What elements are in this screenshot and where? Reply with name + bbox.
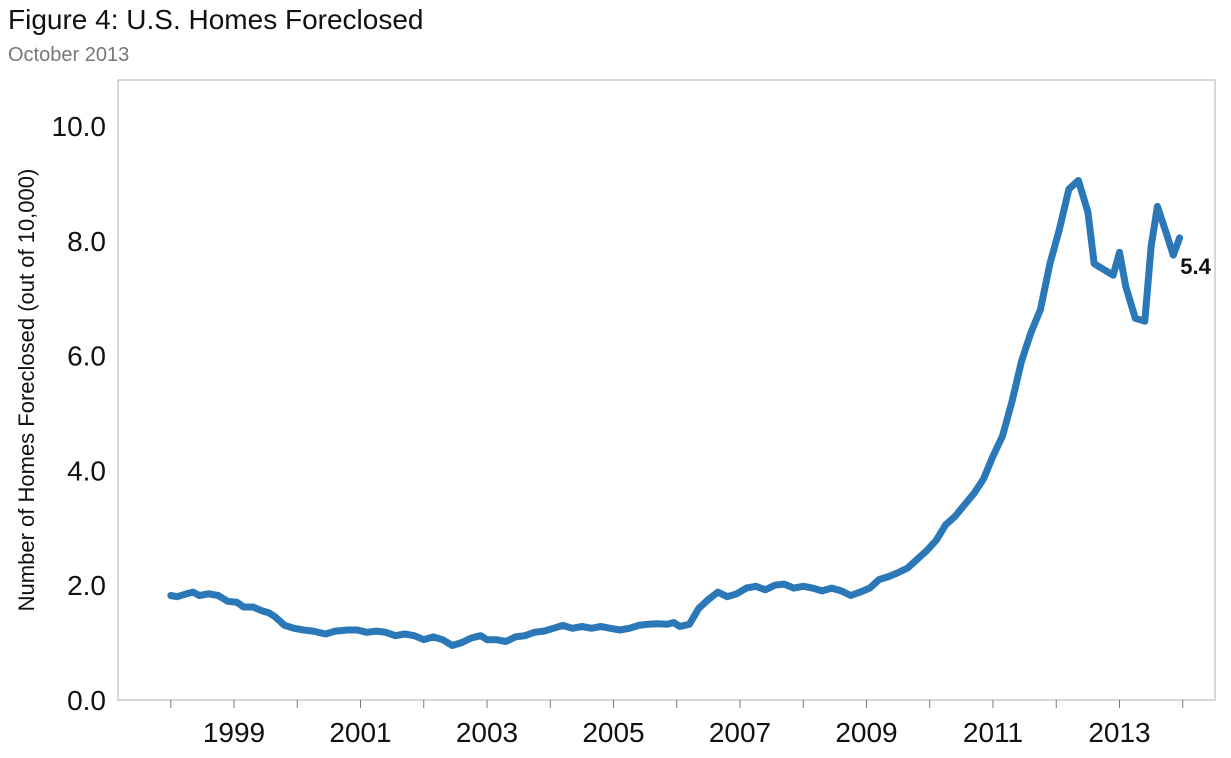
chart-title: Figure 4: U.S. Homes Foreclosed — [8, 4, 424, 35]
y-tick-label: 8.0 — [67, 226, 106, 257]
x-tick-label: 2005 — [582, 717, 644, 748]
x-tick-label: 2013 — [1088, 717, 1150, 748]
series-line — [167, 177, 1184, 649]
y-tick-label: 0.0 — [67, 685, 106, 716]
end-value-label: 5.4 — [1180, 254, 1211, 279]
y-axis: 0.0 2.0 4.0 6.0 8.0 10.0 — [52, 111, 107, 716]
y-tick-label: 10.0 — [52, 111, 107, 142]
x-tick-label: 2003 — [456, 717, 518, 748]
x-tick-label: 1999 — [203, 717, 265, 748]
x-tick-label: 2009 — [835, 717, 897, 748]
plot-frame — [117, 79, 1216, 701]
x-tick-label: 2011 — [963, 717, 1023, 748]
x-axis: 1999 2001 2003 2005 2007 2009 2011 2013 — [170, 700, 1184, 748]
x-tick-label: 2007 — [709, 717, 771, 748]
x-tick-label: 2001 — [329, 717, 391, 748]
chart-subtitle: October 2013 — [8, 44, 130, 66]
y-axis-label: Number of Homes Foreclosed (out of 10,00… — [14, 169, 39, 612]
y-tick-label: 2.0 — [67, 570, 106, 601]
y-tick-label: 4.0 — [67, 455, 106, 486]
y-tick-label: 6.0 — [67, 341, 106, 372]
